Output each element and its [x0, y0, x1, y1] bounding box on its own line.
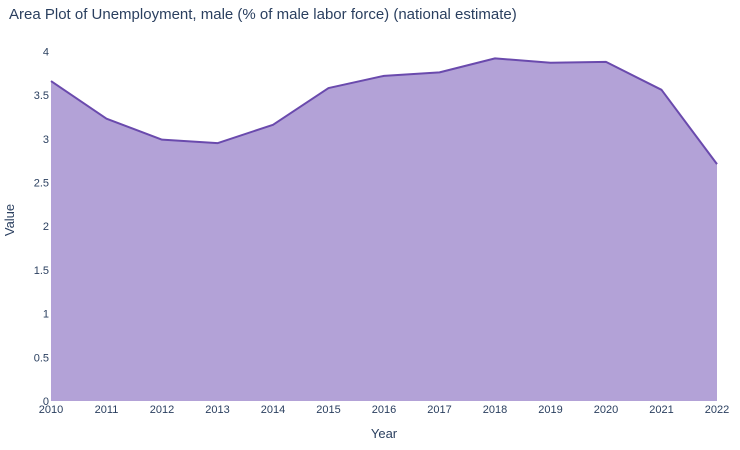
data-point-2018[interactable] — [492, 55, 498, 61]
x-tick-label: 2012 — [150, 404, 174, 416]
x-tick-label: 2015 — [316, 404, 340, 416]
data-point-2021[interactable] — [659, 87, 665, 93]
x-tick-label: 2017 — [427, 404, 451, 416]
x-axis-title: Year — [371, 426, 398, 441]
x-tick-label: 2020 — [594, 404, 618, 416]
x-tick-label: 2018 — [483, 404, 507, 416]
y-tick-label: 2 — [43, 221, 49, 233]
y-axis-ticks: 0 0.5 1 1.5 2 2.5 3 3.5 4 — [34, 46, 49, 408]
data-point-2011[interactable] — [104, 116, 110, 122]
data-point-2019[interactable] — [548, 60, 554, 66]
chart-title: Area Plot of Unemployment, male (% of ma… — [9, 6, 517, 23]
series-area-fill — [51, 58, 717, 402]
x-tick-label: 2019 — [538, 404, 562, 416]
data-point-2016[interactable] — [381, 73, 387, 79]
data-point-2022[interactable] — [714, 161, 720, 167]
x-tick-label: 2010 — [39, 404, 63, 416]
x-tick-label: 2021 — [649, 404, 673, 416]
y-tick-label: 3.5 — [34, 90, 49, 102]
data-point-2012[interactable] — [159, 137, 165, 143]
series-line — [50, 57, 718, 165]
x-tick-label: 2011 — [95, 404, 119, 416]
x-tick-label: 2016 — [372, 404, 396, 416]
y-tick-label: 0 — [43, 396, 49, 408]
data-point-2015[interactable] — [326, 85, 332, 91]
y-tick-label: 2.5 — [34, 177, 49, 189]
y-tick-label: 1 — [43, 309, 49, 321]
y-tick-label: 3 — [43, 134, 49, 146]
y-axis-title: Value — [2, 204, 17, 236]
x-axis-ticks: 2010 2011 2012 2013 2014 2015 2016 2017 2018 2019… — [39, 404, 729, 416]
data-point-2020[interactable] — [603, 59, 609, 65]
data-point-2010[interactable] — [48, 78, 54, 84]
data-point-2017[interactable] — [437, 69, 443, 75]
x-tick-label: 2022 — [705, 404, 729, 416]
x-tick-label: 2013 — [205, 404, 229, 416]
data-point-2014[interactable] — [270, 122, 276, 128]
y-tick-label: 1.5 — [34, 265, 49, 277]
data-point-2013[interactable] — [215, 140, 221, 146]
plot-area — [48, 55, 720, 402]
y-tick-label: 4 — [43, 46, 49, 58]
y-tick-label: 0.5 — [34, 352, 49, 364]
x-tick-label: 2014 — [261, 404, 285, 416]
